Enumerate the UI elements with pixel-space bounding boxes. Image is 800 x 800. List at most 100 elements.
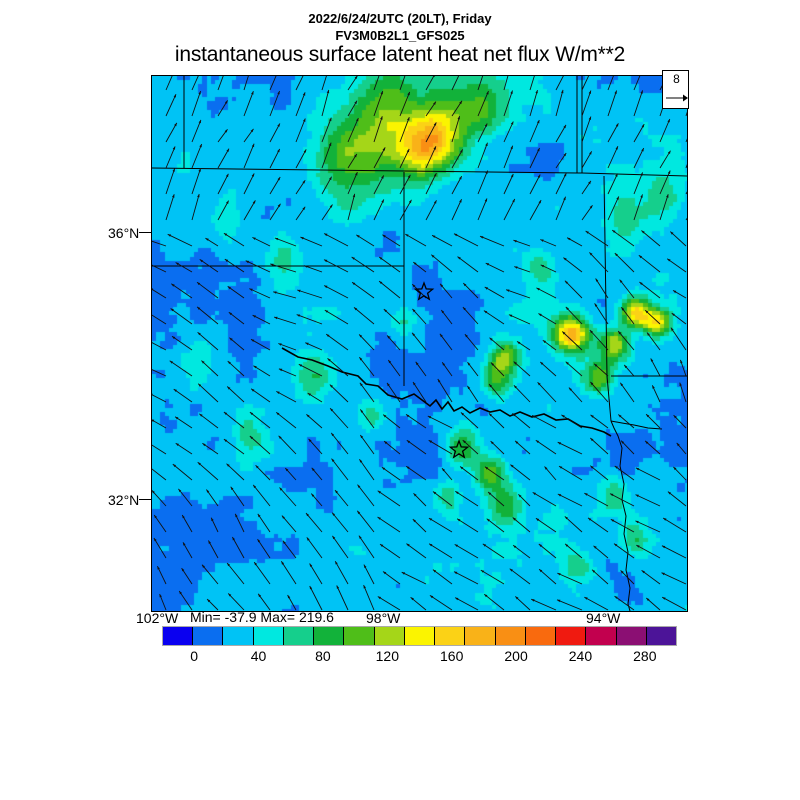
wind-vector-arrow <box>152 288 167 299</box>
wind-vector-arrow <box>373 116 383 143</box>
wind-vector-arrow <box>230 486 245 507</box>
wind-vector-arrow <box>411 332 427 351</box>
wind-vector-arrow <box>477 170 489 195</box>
wind-vector-arrow <box>359 459 375 481</box>
wind-vector-arrow <box>413 492 427 507</box>
wind-vector-arrow <box>405 465 427 481</box>
wind-vector-arrow <box>387 359 401 377</box>
colorbar[interactable] <box>162 626 677 646</box>
wind-vector-arrow <box>646 332 661 351</box>
wind-vector-arrow <box>181 567 193 585</box>
wind-vector-arrow <box>278 343 297 351</box>
wind-vector-arrow <box>165 122 178 143</box>
wind-vector-arrow <box>273 291 297 299</box>
wind-vector-arrow <box>490 362 505 377</box>
wind-vector-arrow <box>618 414 635 429</box>
wind-vector-arrow <box>167 233 193 247</box>
wind-vector-arrow <box>633 90 644 117</box>
wind-vector-arrow <box>540 239 557 247</box>
map-plot-area[interactable] <box>151 75 688 612</box>
wind-vector-arrow <box>512 413 531 429</box>
wind-vector-arrow <box>646 597 661 611</box>
wind-vector-arrow <box>399 199 412 221</box>
station-star-marker[interactable] <box>448 439 470 459</box>
wind-vector-arrow <box>359 409 375 429</box>
wind-vector-arrow <box>321 204 333 221</box>
wind-vector-arrow <box>250 388 271 403</box>
wind-vector-arrow <box>529 174 541 195</box>
wind-vector-arrow <box>152 342 167 351</box>
colorbar-tick-label: 80 <box>315 648 331 664</box>
wind-vector-arrow <box>210 517 219 533</box>
wind-vector-arrow <box>228 311 245 325</box>
wind-vector-arrow <box>437 378 453 403</box>
wind-vector-arrow <box>170 308 193 325</box>
wind-vector-arrow <box>607 123 619 143</box>
wind-vector-arrow <box>620 440 635 455</box>
wind-vector-arrow <box>513 384 531 403</box>
wind-vector-arrow <box>635 467 661 481</box>
wind-vector-arrow <box>347 171 358 195</box>
wind-vector-arrow <box>311 467 323 481</box>
wind-vector-arrow <box>217 129 228 143</box>
wind-vector-arrow <box>633 76 641 91</box>
wind-vector-arrow <box>378 256 401 273</box>
wind-vector-arrow <box>633 194 643 221</box>
wind-vector-arrow <box>253 561 271 585</box>
colorbar-segment <box>495 627 526 645</box>
lon-label-98w: 98°W <box>366 610 401 626</box>
wind-vector-arrow <box>645 413 661 429</box>
wind-vector-arrow <box>590 465 609 481</box>
wind-vector-arrow <box>353 307 375 325</box>
colorbar-tick-label: 280 <box>633 648 657 664</box>
wind-vector-arrow <box>253 365 271 377</box>
wind-vector-arrow <box>581 180 592 195</box>
wind-vector-arrow <box>386 335 401 351</box>
wind-vector-arrow <box>538 568 557 585</box>
wind-vector-arrow <box>607 76 614 91</box>
lat-label-32n: 32°N <box>108 492 140 508</box>
wind-vector-arrow <box>679 382 687 403</box>
wind-vector-arrow <box>152 489 167 507</box>
page-title: instantaneous surface latent heat net fl… <box>174 43 626 66</box>
wind-vector-arrow <box>249 288 271 299</box>
wind-vector-arrow <box>269 203 281 221</box>
wind-vector-arrow <box>512 517 531 533</box>
wind-vector-arrow <box>373 199 385 221</box>
wind-vector-arrow <box>483 310 505 325</box>
colorbar-segment <box>193 627 224 645</box>
wind-vector-arrow <box>305 342 323 351</box>
wind-vector-arrow <box>197 461 219 481</box>
wind-vector-arrow <box>243 173 255 195</box>
wind-vector-arrow <box>308 438 323 455</box>
wind-vector-arrow <box>529 147 541 169</box>
wind-vector-arrow <box>487 491 505 507</box>
wind-vector-arrow <box>614 465 635 481</box>
wind-vector-arrow <box>427 415 453 429</box>
wind-vector-arrow <box>363 584 375 611</box>
wind-vector-arrow <box>532 492 557 507</box>
wind-vector-arrow <box>226 386 245 403</box>
colorbar-segment <box>163 627 194 645</box>
station-star-marker[interactable] <box>413 281 435 301</box>
wind-vector-arrow <box>382 571 401 585</box>
wind-vector-arrow <box>639 281 661 299</box>
wind-vector-arrow <box>382 414 401 429</box>
wind-vector-arrow <box>614 252 635 273</box>
wind-vector-arrow <box>670 327 687 351</box>
wind-vector-arrow <box>165 94 177 117</box>
wind-vector-arrow <box>197 383 219 403</box>
wind-vector-arrow <box>358 334 375 351</box>
wind-vector-arrow <box>557 493 583 507</box>
wind-vector-arrow <box>152 240 167 247</box>
wind-vector-arrow <box>152 444 167 455</box>
wind-vector-arrow <box>589 329 609 351</box>
wind-vector-arrow <box>245 260 271 273</box>
wind-vector-arrow <box>243 143 255 169</box>
colorbar-segment <box>586 627 617 645</box>
wind-vector-arrow <box>382 234 401 247</box>
wind-vector-arrow <box>257 538 271 559</box>
wind-vector-arrow <box>529 76 535 91</box>
wind-vector-arrow <box>538 543 557 559</box>
wind-vector-arrow <box>406 439 427 455</box>
